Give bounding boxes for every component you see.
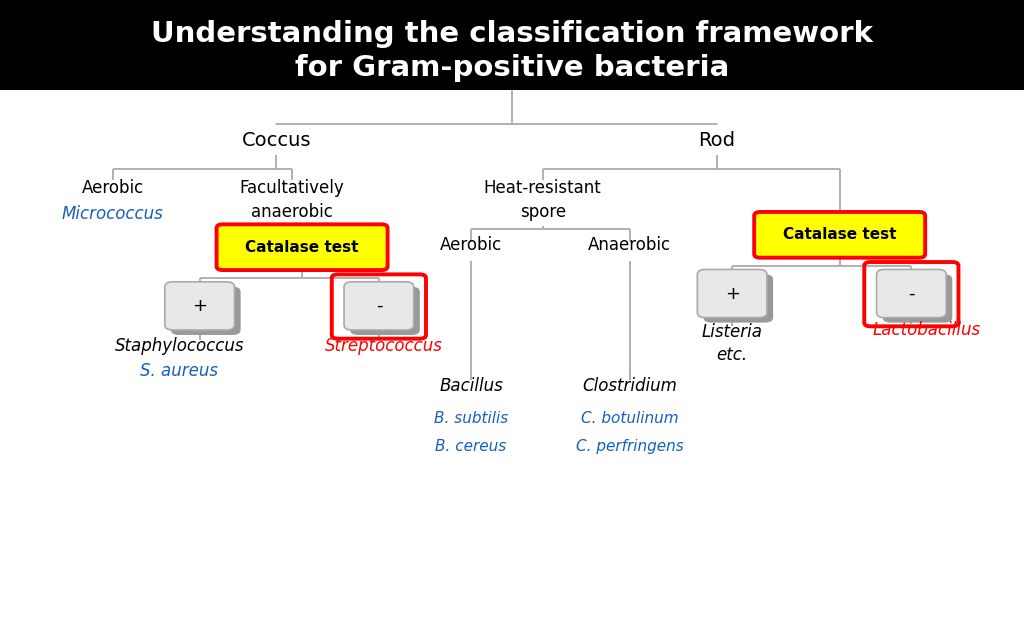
Text: Catalase test: Catalase test: [783, 227, 896, 242]
Text: +: +: [725, 284, 739, 303]
FancyBboxPatch shape: [697, 269, 767, 318]
FancyBboxPatch shape: [171, 287, 241, 335]
Text: C. botulinum: C. botulinum: [581, 411, 679, 426]
Text: B. cereus: B. cereus: [435, 439, 507, 454]
Text: Staphylococcus: Staphylococcus: [115, 337, 244, 355]
Bar: [0, 0, 1024, 90]
FancyBboxPatch shape: [703, 274, 773, 323]
Text: S. aureus: S. aureus: [140, 362, 218, 379]
Text: Rod: Rod: [698, 131, 735, 150]
FancyBboxPatch shape: [344, 282, 414, 330]
Text: Anaerobic: Anaerobic: [588, 236, 672, 254]
Text: Catalase test: Catalase test: [246, 240, 358, 255]
FancyBboxPatch shape: [165, 282, 234, 330]
Text: -: -: [908, 284, 914, 303]
Text: +: +: [193, 297, 207, 315]
FancyBboxPatch shape: [754, 212, 926, 258]
Text: Streptococcus: Streptococcus: [325, 337, 443, 355]
FancyBboxPatch shape: [350, 287, 420, 335]
Text: Coccus: Coccus: [242, 131, 311, 150]
FancyBboxPatch shape: [877, 269, 946, 318]
Text: -: -: [376, 297, 382, 315]
Text: etc.: etc.: [717, 346, 748, 364]
Text: Aerobic: Aerobic: [440, 236, 502, 254]
Text: Listeria: Listeria: [701, 323, 763, 341]
Text: Heat-resistant: Heat-resistant: [484, 179, 601, 197]
Text: Micrococcus: Micrococcus: [61, 205, 164, 223]
Text: anaerobic: anaerobic: [251, 203, 333, 221]
FancyBboxPatch shape: [883, 274, 952, 323]
Text: Aerobic: Aerobic: [82, 179, 143, 197]
Text: C. perfringens: C. perfringens: [575, 439, 684, 454]
Text: for Gram-positive bacteria: for Gram-positive bacteria: [295, 54, 729, 82]
FancyBboxPatch shape: [216, 224, 387, 270]
Text: Clostridium: Clostridium: [583, 377, 677, 395]
Text: Understanding the classification framework: Understanding the classification framewo…: [151, 20, 873, 48]
Text: B. subtilis: B. subtilis: [434, 411, 508, 426]
Text: Facultatively: Facultatively: [240, 179, 344, 197]
Text: Bacillus: Bacillus: [439, 377, 503, 395]
Text: Lactobacillus: Lactobacillus: [872, 321, 981, 339]
Text: spore: spore: [519, 203, 566, 221]
